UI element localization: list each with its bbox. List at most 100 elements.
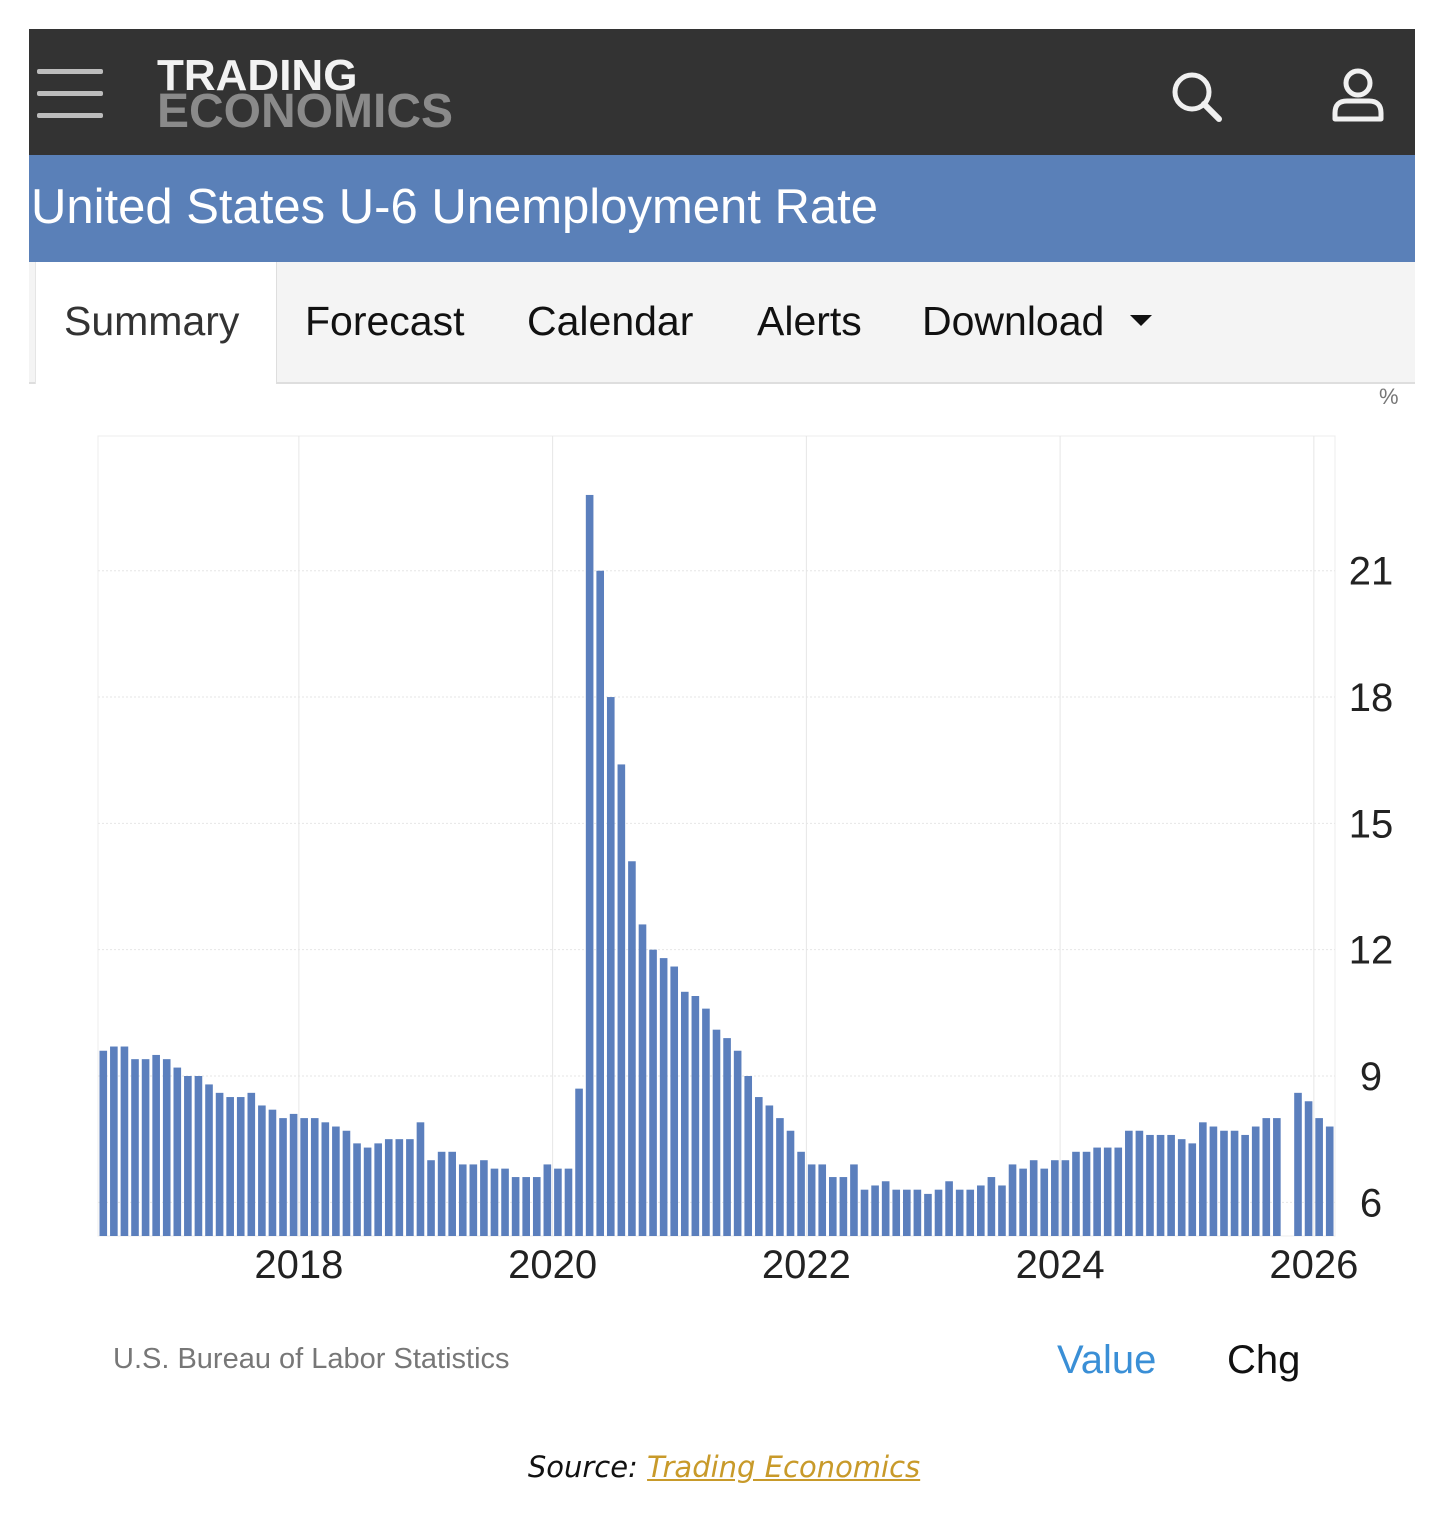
tab-summary[interactable]: Summary <box>35 262 277 384</box>
bar <box>1294 1092 1302 1236</box>
bar <box>215 1092 224 1236</box>
page-title: United States U-6 Unemployment Rate <box>31 180 878 234</box>
x-tick-label: 2022 <box>762 1243 851 1287</box>
bar <box>289 1113 298 1236</box>
bar <box>1114 1147 1123 1236</box>
bar <box>945 1181 953 1236</box>
bar <box>173 1067 182 1236</box>
bar <box>532 1177 541 1236</box>
caption-link[interactable]: Trading Economics <box>647 1450 921 1484</box>
bar <box>522 1177 530 1236</box>
x-tick-label: 2018 <box>254 1243 343 1287</box>
bar <box>1008 1164 1017 1236</box>
bar <box>490 1168 499 1236</box>
bar <box>723 1038 731 1236</box>
bar <box>955 1189 964 1236</box>
logo[interactable]: TRADING ECONOMICS <box>157 54 454 138</box>
bar <box>226 1097 234 1236</box>
bar <box>279 1118 287 1236</box>
bar <box>194 1076 203 1236</box>
bar <box>1188 1143 1197 1236</box>
tab-download[interactable]: Download <box>922 298 1153 345</box>
bar <box>966 1189 975 1236</box>
y-tick-label: 15 <box>1349 802 1394 846</box>
bar <box>1093 1147 1101 1236</box>
bar <box>606 697 615 1236</box>
bar <box>786 1130 795 1236</box>
bar <box>1262 1118 1271 1236</box>
tab-calendar[interactable]: Calendar <box>527 298 694 344</box>
y-tick-label: 21 <box>1349 550 1394 594</box>
bar <box>1156 1134 1165 1236</box>
bar <box>575 1088 583 1236</box>
tab-bar: Summary Forecast Calendar Alerts Downloa… <box>29 262 1415 384</box>
value-toggle[interactable]: Value <box>1057 1338 1157 1382</box>
bar <box>554 1168 562 1236</box>
y-tick-label: 12 <box>1349 929 1394 973</box>
caption: Source: Trading Economics <box>0 1450 1448 1484</box>
bar <box>1167 1134 1175 1236</box>
bar <box>892 1189 901 1236</box>
y-tick-label: 18 <box>1349 676 1394 720</box>
tab-alerts[interactable]: Alerts <box>757 298 862 344</box>
bar <box>744 1076 753 1236</box>
tab-forecast[interactable]: Forecast <box>305 298 465 344</box>
bar <box>903 1189 911 1236</box>
bar <box>797 1151 805 1236</box>
bar <box>818 1164 827 1236</box>
chart: 6 9 12 15 18 21 2018 2020 2022 2024 2026 <box>97 435 1393 1287</box>
bar <box>733 1050 742 1236</box>
bar <box>924 1193 932 1236</box>
x-tick-label: 2026 <box>1269 1243 1358 1287</box>
bar <box>1061 1160 1070 1236</box>
bar <box>1029 1160 1038 1236</box>
bar <box>310 1118 319 1236</box>
bar <box>152 1054 160 1236</box>
bar <box>1146 1134 1154 1236</box>
tab-download-label: Download <box>922 298 1105 344</box>
logo-line-2: ECONOMICS <box>157 85 454 138</box>
bar <box>934 1189 943 1236</box>
bar <box>236 1097 245 1236</box>
bar <box>860 1189 869 1236</box>
bar <box>416 1122 425 1236</box>
bar <box>458 1164 467 1236</box>
bar <box>776 1118 784 1236</box>
tab-summary-label: Summary <box>64 298 240 344</box>
x-tick-label: 2024 <box>1016 1243 1105 1287</box>
bar <box>543 1164 552 1236</box>
bar <box>480 1160 488 1236</box>
bar <box>131 1059 139 1236</box>
search-icon[interactable] <box>1169 69 1225 125</box>
bar <box>162 1059 171 1236</box>
bar <box>1040 1168 1049 1236</box>
chart-axis-labels: 6 9 12 15 18 21 2018 2020 2022 2024 2026 <box>254 550 1393 1287</box>
bar <box>469 1164 478 1236</box>
bar <box>1051 1160 1059 1236</box>
user-icon[interactable] <box>1329 67 1387 125</box>
bar <box>110 1046 118 1236</box>
bar <box>374 1143 382 1236</box>
bar <box>702 1008 710 1236</box>
bar <box>1103 1147 1112 1236</box>
chart-bars <box>99 494 1334 1236</box>
chart-grid <box>97 435 1336 1237</box>
title-band: United States U-6 Unemployment Rate <box>29 155 1415 262</box>
bar <box>205 1084 213 1236</box>
bar <box>1251 1126 1260 1236</box>
bar <box>258 1105 266 1236</box>
chg-toggle[interactable]: Chg <box>1227 1338 1301 1382</box>
bar <box>1230 1130 1239 1236</box>
bar <box>501 1168 509 1236</box>
bar <box>99 1050 108 1236</box>
bar <box>807 1164 816 1236</box>
bar <box>437 1151 446 1236</box>
unit-label: % <box>1379 384 1399 409</box>
bar <box>977 1185 985 1236</box>
menu-icon[interactable] <box>37 69 103 119</box>
bar <box>839 1177 848 1236</box>
bar <box>427 1160 435 1236</box>
bar <box>300 1118 308 1236</box>
source-label: U.S. Bureau of Labor Statistics <box>113 1343 510 1375</box>
bar <box>913 1189 922 1236</box>
